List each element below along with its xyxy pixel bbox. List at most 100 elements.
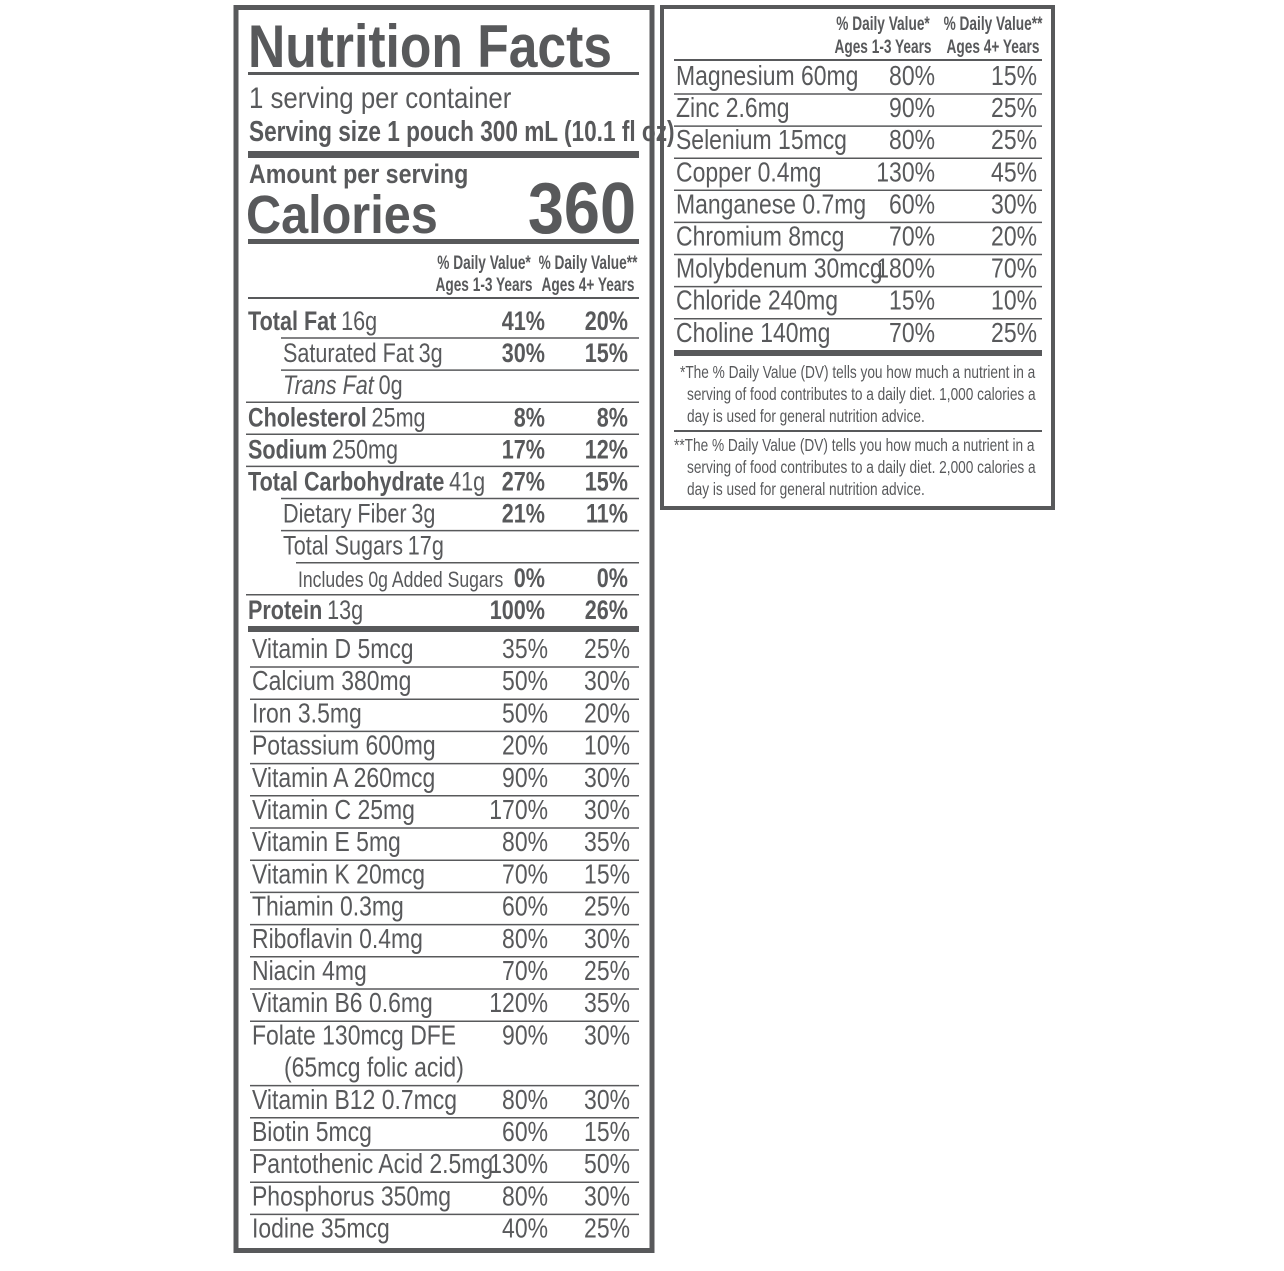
dv-ages-4plus: 30% xyxy=(584,924,630,955)
footnote-line: **The % Daily Value (DV) tells you how m… xyxy=(674,436,1035,455)
servings: 1 serving per container xyxy=(249,81,511,114)
calories-value: 360 xyxy=(528,168,636,249)
dv-header-ages: Ages 1-3 Years xyxy=(834,36,931,58)
nutrient-name: Total Carbohydrate xyxy=(248,467,444,497)
thick-bar xyxy=(674,350,1042,356)
nutrient-row: Sodium 250mg xyxy=(248,435,398,465)
dv-header: % Daily Value* xyxy=(437,252,531,274)
vitamin-name: Phosphorus 350mg xyxy=(252,1181,451,1212)
vitamin-name: Biotin 5mcg xyxy=(252,1117,372,1148)
nutrient-amount: 250mg xyxy=(332,435,398,465)
footnote-line: day is used for general nutrition advice… xyxy=(687,480,925,499)
left-panel xyxy=(233,5,655,1253)
thick-bar xyxy=(248,626,639,632)
right-panel xyxy=(660,5,1055,510)
dv-ages-4plus: 30% xyxy=(991,189,1037,220)
vitamin-name: Thiamin 0.3mg xyxy=(252,892,404,923)
dv-ages-1-3: 130% xyxy=(489,1149,548,1180)
dv-ages-4plus: 30% xyxy=(584,666,630,697)
dv-ages-4plus: 25% xyxy=(584,956,630,987)
dv-ages-4plus: 20% xyxy=(584,698,630,729)
nutrient-amount: 17g xyxy=(408,532,444,562)
vitamin-note: (65mcg folic acid) xyxy=(284,1053,464,1084)
nutrient-row: Trans Fat 0g xyxy=(283,371,403,401)
dv-ages-4plus: 30% xyxy=(584,1020,630,1051)
serving-size-value: 1 pouch 300 mL (10.1 fl oz) xyxy=(387,114,674,147)
dv-ages-1-3: 41% xyxy=(502,307,545,337)
nutrient-row: Saturated Fat 3g xyxy=(283,339,443,369)
nutrient-name: Cholesterol xyxy=(248,403,367,433)
dv-ages-1-3: 130% xyxy=(876,157,935,188)
dv-ages-4plus: 30% xyxy=(584,795,630,826)
serving-size-label: Serving size xyxy=(249,114,381,147)
dv-ages-4plus: 11% xyxy=(586,499,628,529)
mineral-name: Zinc 2.6mg xyxy=(676,93,790,124)
dv-ages-4plus: 25% xyxy=(991,125,1037,156)
dv-ages-1-3: 90% xyxy=(889,93,935,124)
dv-ages-1-3: 70% xyxy=(889,318,935,349)
footnote-line: serving of food contributes to a daily d… xyxy=(687,458,1036,477)
dv-ages-4plus: 25% xyxy=(991,93,1037,124)
nutrient-row: Total Carbohydrate 41g xyxy=(248,467,485,497)
dv-header: % Daily Value** xyxy=(539,252,638,274)
dv-ages-1-3: 20% xyxy=(502,731,548,762)
dv-ages-4plus: 15% xyxy=(585,339,628,369)
dv-ages-4plus: 35% xyxy=(584,827,630,858)
dv-ages-4plus: 15% xyxy=(991,61,1037,92)
dv-ages-4plus: 20% xyxy=(991,221,1037,252)
serving-size: Serving size 1 pouch 300 mL (10.1 fl oz) xyxy=(249,114,675,147)
dv-ages-1-3: 70% xyxy=(502,956,548,987)
dv-ages-1-3: 70% xyxy=(502,859,548,890)
dv-ages-1-3: 8% xyxy=(514,403,545,433)
mineral-name: Magnesium 60mg xyxy=(676,61,858,92)
rule xyxy=(674,430,1042,432)
nutrient-row: Cholesterol 25mg xyxy=(248,403,426,433)
dv-ages-1-3: 180% xyxy=(876,254,935,285)
calories-label: Calories xyxy=(246,184,438,245)
dv-ages-4plus: 12% xyxy=(585,435,628,465)
dv-ages-1-3: 80% xyxy=(502,1085,548,1116)
mineral-name: Copper 0.4mg xyxy=(676,157,821,188)
dv-ages-1-3: 50% xyxy=(502,666,548,697)
dv-ages-1-3: 17% xyxy=(502,435,545,465)
nutrient-amount: 25mg xyxy=(372,403,426,433)
dv-ages-1-3: 90% xyxy=(502,763,548,794)
nutrient-row: Protein 13g xyxy=(248,596,363,626)
vitamin-name: Pantothenic Acid 2.5mg xyxy=(252,1149,493,1180)
dv-ages-4plus: 25% xyxy=(584,1214,630,1245)
dv-ages-1-3: 21% xyxy=(502,499,545,529)
vitamin-name: Niacin 4mg xyxy=(252,956,367,987)
nutrient-name: Includes 0g Added Sugars xyxy=(298,568,503,592)
dv-ages-4plus: 10% xyxy=(584,731,630,762)
nutrient-amount: 16g xyxy=(341,307,377,337)
vitamin-name: Vitamin C 25mg xyxy=(252,795,415,826)
rule xyxy=(248,297,639,299)
dv-ages-1-3: 170% xyxy=(489,795,548,826)
dv-header-ages: Ages 1-3 Years xyxy=(435,274,532,296)
vitamin-name: Vitamin D 5mcg xyxy=(252,634,414,665)
dv-ages-1-3: 60% xyxy=(502,892,548,923)
vitamin-name: Iron 3.5mg xyxy=(252,698,362,729)
vitamin-name: Vitamin E 5mg xyxy=(252,827,401,858)
mineral-name: Manganese 0.7mg xyxy=(676,189,866,220)
nutrient-row: Includes 0g Added Sugars xyxy=(298,568,503,592)
dv-ages-4plus: 30% xyxy=(584,1181,630,1212)
mineral-name: Selenium 15mcg xyxy=(676,125,847,156)
dv-ages-1-3: 70% xyxy=(889,221,935,252)
nutrient-amount: 3g xyxy=(411,499,435,529)
vitamin-name: Potassium 600mg xyxy=(252,731,436,762)
dv-ages-4plus: 15% xyxy=(584,859,630,890)
dv-ages-1-3: 35% xyxy=(502,634,548,665)
footnote-line: *The % Daily Value (DV) tells you how mu… xyxy=(680,363,1035,382)
dv-ages-1-3: 80% xyxy=(502,827,548,858)
vitamin-name: Vitamin B6 0.6mg xyxy=(252,988,433,1019)
dv-ages-1-3: 0% xyxy=(514,564,545,594)
dv-ages-4plus: 25% xyxy=(584,634,630,665)
nutrient-name: Sodium xyxy=(248,435,327,465)
nutrient-name: Saturated Fat xyxy=(283,339,414,369)
nutrient-name: Total Fat xyxy=(248,307,336,337)
footnote-line: serving of food contributes to a daily d… xyxy=(687,385,1036,404)
dv-ages-1-3: 30% xyxy=(502,339,545,369)
